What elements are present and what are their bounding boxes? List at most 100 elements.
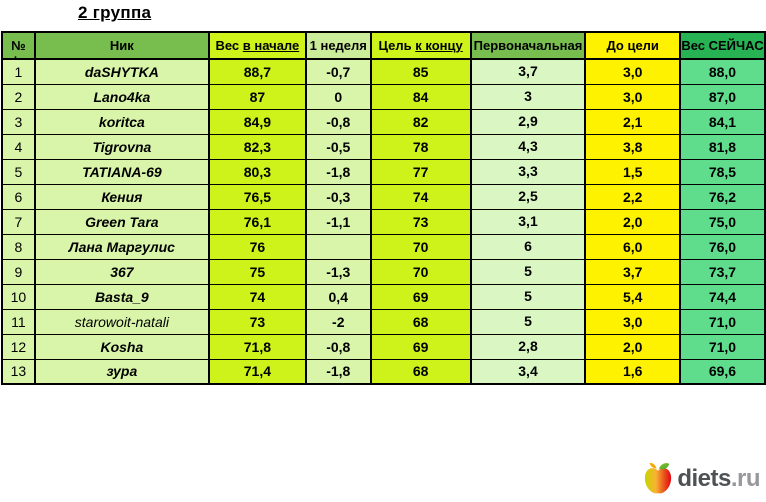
cell-goal[interactable]: 69 bbox=[369, 283, 472, 310]
column-header-nick[interactable]: Ник bbox=[33, 31, 210, 60]
cell-initial[interactable]: 6 bbox=[469, 233, 587, 260]
cell-goal[interactable]: 68 bbox=[369, 308, 472, 335]
column-header-week1[interactable]: 1 неделя bbox=[304, 31, 372, 60]
cell-row-number[interactable]: 9 bbox=[1, 258, 36, 285]
cell-weight-now[interactable]: 76,2 bbox=[678, 183, 766, 210]
cell-goal[interactable]: 69 bbox=[369, 333, 472, 360]
cell-weight-now[interactable]: 88,0 bbox=[678, 58, 766, 85]
cell-start-weight[interactable]: 71,4 bbox=[207, 358, 307, 385]
cell-row-number[interactable]: 6 bbox=[1, 183, 36, 210]
sheet-title[interactable]: 2 группа bbox=[78, 3, 152, 22]
cell-start-weight[interactable]: 76 bbox=[207, 233, 307, 260]
cell-week1[interactable]: -0,3 bbox=[304, 183, 372, 210]
cell-initial[interactable]: 5 bbox=[469, 308, 587, 335]
cell-week1[interactable]: -2 bbox=[304, 308, 372, 335]
cell-row-number[interactable]: 8 bbox=[1, 233, 36, 260]
cell-nickname[interactable]: зура bbox=[33, 358, 210, 385]
cell-to-goal[interactable]: 2,2 bbox=[584, 183, 681, 210]
cell-nickname[interactable]: TATIANA-69 bbox=[33, 158, 210, 185]
column-header-initial[interactable]: Первоначальная bbox=[469, 31, 587, 60]
cell-initial[interactable]: 3,7 bbox=[469, 58, 587, 85]
cell-to-goal[interactable]: 5,4 bbox=[584, 283, 681, 310]
cell-weight-now[interactable]: 78,5 bbox=[678, 158, 766, 185]
cell-goal[interactable]: 85 bbox=[369, 58, 472, 85]
cell-goal[interactable]: 70 bbox=[369, 233, 472, 260]
cell-weight-now[interactable]: 81,8 bbox=[678, 133, 766, 160]
cell-weight-now[interactable]: 69,6 bbox=[678, 358, 766, 385]
cell-week1[interactable]: -1,1 bbox=[304, 208, 372, 235]
cell-weight-now[interactable]: 76,0 bbox=[678, 233, 766, 260]
cell-start-weight[interactable]: 71,8 bbox=[207, 333, 307, 360]
cell-week1[interactable]: -0,5 bbox=[304, 133, 372, 160]
cell-nickname[interactable]: Кения bbox=[33, 183, 210, 210]
cell-goal[interactable]: 77 bbox=[369, 158, 472, 185]
cell-row-number[interactable]: 11 bbox=[1, 308, 36, 335]
cell-goal[interactable]: 68 bbox=[369, 358, 472, 385]
cell-row-number[interactable]: 1 bbox=[1, 58, 36, 85]
cell-initial[interactable]: 3,3 bbox=[469, 158, 587, 185]
cell-start-weight[interactable]: 82,3 bbox=[207, 133, 307, 160]
cell-row-number[interactable]: 12 bbox=[1, 333, 36, 360]
column-header-start-weight[interactable]: Вес в начале bbox=[207, 31, 307, 60]
cell-nickname[interactable]: Лана Маргулис bbox=[33, 233, 210, 260]
cell-week1[interactable] bbox=[304, 233, 372, 260]
cell-start-weight[interactable]: 74 bbox=[207, 283, 307, 310]
cell-start-weight[interactable]: 76,5 bbox=[207, 183, 307, 210]
cell-week1[interactable]: -0,7 bbox=[304, 58, 372, 85]
cell-row-number[interactable]: 10 bbox=[1, 283, 36, 310]
cell-start-weight[interactable]: 76,1 bbox=[207, 208, 307, 235]
cell-row-number[interactable]: 7 bbox=[1, 208, 36, 235]
cell-weight-now[interactable]: 74,4 bbox=[678, 283, 766, 310]
cell-weight-now[interactable]: 75,0 bbox=[678, 208, 766, 235]
cell-initial[interactable]: 3,4 bbox=[469, 358, 587, 385]
column-header-weight-now[interactable]: Вес СЕЙЧАС bbox=[678, 31, 766, 60]
cell-start-weight[interactable]: 73 bbox=[207, 308, 307, 335]
cell-weight-now[interactable]: 87,0 bbox=[678, 83, 766, 110]
cell-to-goal[interactable]: 2,1 bbox=[584, 108, 681, 135]
cell-row-number[interactable]: 3 bbox=[1, 108, 36, 135]
cell-nickname[interactable]: 367 bbox=[33, 258, 210, 285]
cell-nickname[interactable]: Green Tara bbox=[33, 208, 210, 235]
cell-start-weight[interactable]: 88,7 bbox=[207, 58, 307, 85]
cell-goal[interactable]: 70 bbox=[369, 258, 472, 285]
cell-to-goal[interactable]: 3,8 bbox=[584, 133, 681, 160]
cell-weight-now[interactable]: 71,0 bbox=[678, 333, 766, 360]
cell-weight-now[interactable]: 71,0 bbox=[678, 308, 766, 335]
cell-goal[interactable]: 84 bbox=[369, 83, 472, 110]
cell-to-goal[interactable]: 3,7 bbox=[584, 258, 681, 285]
cell-row-number[interactable]: 2 bbox=[1, 83, 36, 110]
cell-nickname[interactable]: daSHYTKA bbox=[33, 58, 210, 85]
cell-week1[interactable]: -1,8 bbox=[304, 158, 372, 185]
cell-week1[interactable]: -1,8 bbox=[304, 358, 372, 385]
cell-initial[interactable]: 2,9 bbox=[469, 108, 587, 135]
column-header-number[interactable]: № . bbox=[1, 31, 36, 60]
cell-week1[interactable]: 0 bbox=[304, 83, 372, 110]
cell-initial[interactable]: 2,8 bbox=[469, 333, 587, 360]
cell-weight-now[interactable]: 84,1 bbox=[678, 108, 766, 135]
cell-nickname[interactable]: Tigrovna bbox=[33, 133, 210, 160]
cell-to-goal[interactable]: 3,0 bbox=[584, 58, 681, 85]
column-header-goal[interactable]: Цель к концу bbox=[369, 31, 472, 60]
cell-week1[interactable]: -0,8 bbox=[304, 108, 372, 135]
cell-weight-now[interactable]: 73,7 bbox=[678, 258, 766, 285]
cell-nickname[interactable]: Kosha bbox=[33, 333, 210, 360]
cell-week1[interactable]: -0,8 bbox=[304, 333, 372, 360]
cell-start-weight[interactable]: 80,3 bbox=[207, 158, 307, 185]
cell-goal[interactable]: 82 bbox=[369, 108, 472, 135]
column-header-to-goal[interactable]: До цели bbox=[584, 31, 681, 60]
cell-initial[interactable]: 3 bbox=[469, 83, 587, 110]
cell-to-goal[interactable]: 1,5 bbox=[584, 158, 681, 185]
cell-nickname[interactable]: Basta_9 bbox=[33, 283, 210, 310]
cell-initial[interactable]: 5 bbox=[469, 258, 587, 285]
cell-week1[interactable]: -1,3 bbox=[304, 258, 372, 285]
cell-week1[interactable]: 0,4 bbox=[304, 283, 372, 310]
cell-row-number[interactable]: 5 bbox=[1, 158, 36, 185]
cell-start-weight[interactable]: 84,9 bbox=[207, 108, 307, 135]
cell-row-number[interactable]: 13 bbox=[1, 358, 36, 385]
cell-to-goal[interactable]: 1,6 bbox=[584, 358, 681, 385]
cell-goal[interactable]: 78 bbox=[369, 133, 472, 160]
cell-goal[interactable]: 73 bbox=[369, 208, 472, 235]
cell-initial[interactable]: 2,5 bbox=[469, 183, 587, 210]
cell-to-goal[interactable]: 2,0 bbox=[584, 333, 681, 360]
cell-to-goal[interactable]: 6,0 bbox=[584, 233, 681, 260]
